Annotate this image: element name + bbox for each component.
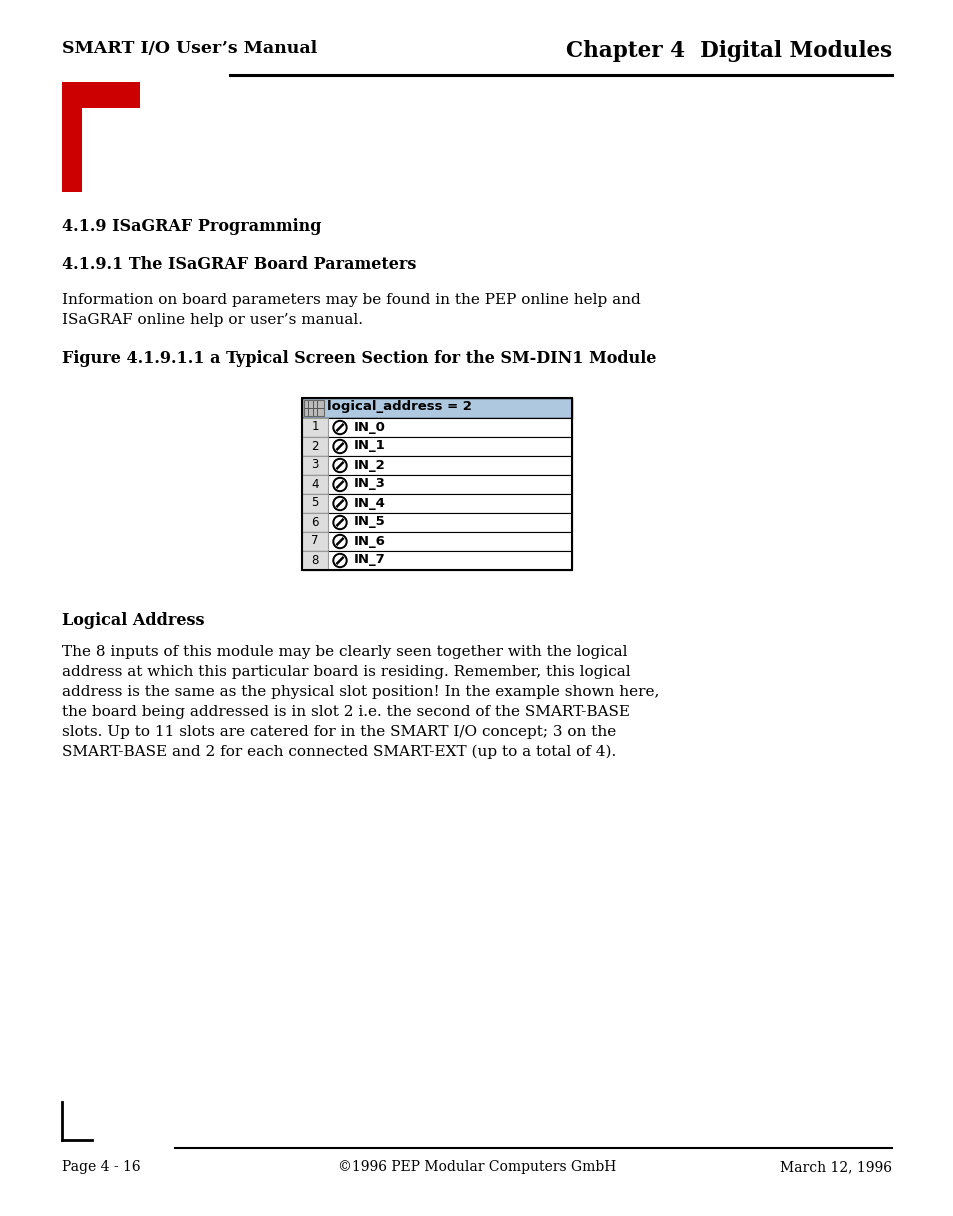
Text: address is the same as the physical slot position! In the example shown here,: address is the same as the physical slot… bbox=[62, 685, 659, 699]
Bar bbox=[304, 400, 324, 416]
Text: Logical Address: Logical Address bbox=[62, 612, 204, 629]
Circle shape bbox=[333, 439, 347, 454]
Text: Page 4 - 16: Page 4 - 16 bbox=[62, 1160, 140, 1173]
Bar bbox=[302, 494, 328, 513]
Bar bbox=[302, 437, 328, 456]
Text: SMART-BASE and 2 for each connected SMART-EXT (up to a total of 4).: SMART-BASE and 2 for each connected SMAR… bbox=[62, 745, 616, 759]
Text: 8: 8 bbox=[311, 553, 318, 567]
Bar bbox=[302, 475, 572, 494]
Bar bbox=[62, 81, 140, 108]
Circle shape bbox=[333, 478, 347, 491]
Bar bbox=[302, 494, 572, 513]
Bar bbox=[302, 418, 328, 437]
Bar bbox=[302, 398, 572, 570]
Bar bbox=[302, 475, 328, 494]
Bar bbox=[302, 551, 572, 570]
Text: logical_address = 2: logical_address = 2 bbox=[327, 400, 472, 413]
Bar bbox=[62, 81, 82, 192]
Text: IN_0: IN_0 bbox=[354, 421, 385, 433]
Bar bbox=[302, 513, 572, 533]
Bar bbox=[302, 398, 572, 418]
Bar bbox=[302, 513, 328, 533]
Circle shape bbox=[335, 499, 345, 508]
Bar bbox=[302, 551, 328, 570]
Circle shape bbox=[333, 535, 347, 548]
Text: ISaGRAF online help or user’s manual.: ISaGRAF online help or user’s manual. bbox=[62, 313, 363, 327]
Circle shape bbox=[335, 461, 345, 471]
Text: 5: 5 bbox=[311, 496, 318, 510]
Text: IN_7: IN_7 bbox=[354, 553, 385, 567]
Text: Chapter 4  Digital Modules: Chapter 4 Digital Modules bbox=[565, 40, 891, 62]
Text: slots. Up to 11 slots are catered for in the SMART I/O concept; 3 on the: slots. Up to 11 slots are catered for in… bbox=[62, 725, 616, 739]
Circle shape bbox=[333, 421, 347, 434]
Circle shape bbox=[335, 536, 345, 546]
Bar bbox=[302, 456, 328, 475]
Text: 4.1.9.1 The ISaGRAF Board Parameters: 4.1.9.1 The ISaGRAF Board Parameters bbox=[62, 257, 416, 274]
Text: Information on board parameters may be found in the PEP online help and: Information on board parameters may be f… bbox=[62, 293, 640, 306]
Text: 1: 1 bbox=[311, 421, 318, 433]
Bar bbox=[302, 533, 572, 551]
Circle shape bbox=[333, 516, 347, 529]
Text: the board being addressed is in slot 2 i.e. the second of the SMART-BASE: the board being addressed is in slot 2 i… bbox=[62, 705, 629, 719]
Circle shape bbox=[333, 458, 347, 473]
Text: ©1996 PEP Modular Computers GmbH: ©1996 PEP Modular Computers GmbH bbox=[337, 1160, 616, 1173]
Circle shape bbox=[333, 553, 347, 568]
Text: 4.1.9 ISaGRAF Programming: 4.1.9 ISaGRAF Programming bbox=[62, 218, 321, 235]
Text: IN_4: IN_4 bbox=[354, 496, 385, 510]
Text: 2: 2 bbox=[311, 439, 318, 452]
Circle shape bbox=[333, 496, 347, 511]
Text: IN_1: IN_1 bbox=[354, 439, 385, 452]
Bar bbox=[302, 456, 572, 475]
Circle shape bbox=[335, 556, 345, 565]
Text: SMART I/O User’s Manual: SMART I/O User’s Manual bbox=[62, 40, 317, 57]
Text: March 12, 1996: March 12, 1996 bbox=[780, 1160, 891, 1173]
Text: The 8 inputs of this module may be clearly seen together with the logical: The 8 inputs of this module may be clear… bbox=[62, 644, 627, 659]
Text: IN_5: IN_5 bbox=[354, 516, 385, 529]
Text: 4: 4 bbox=[311, 478, 318, 490]
Bar bbox=[302, 418, 572, 437]
Circle shape bbox=[335, 441, 345, 451]
Bar bbox=[302, 437, 572, 456]
Circle shape bbox=[335, 518, 345, 528]
Text: address at which this particular board is residing. Remember, this logical: address at which this particular board i… bbox=[62, 665, 630, 679]
Bar bbox=[302, 533, 328, 551]
Text: IN_2: IN_2 bbox=[354, 458, 385, 472]
Text: IN_6: IN_6 bbox=[354, 535, 385, 547]
Text: 3: 3 bbox=[311, 458, 318, 472]
Circle shape bbox=[335, 422, 345, 433]
Text: 7: 7 bbox=[311, 535, 318, 547]
Text: IN_3: IN_3 bbox=[354, 478, 385, 490]
Text: 6: 6 bbox=[311, 516, 318, 529]
Text: Figure 4.1.9.1.1 a Typical Screen Section for the SM-DIN1 Module: Figure 4.1.9.1.1 a Typical Screen Sectio… bbox=[62, 350, 656, 367]
Circle shape bbox=[335, 479, 345, 490]
